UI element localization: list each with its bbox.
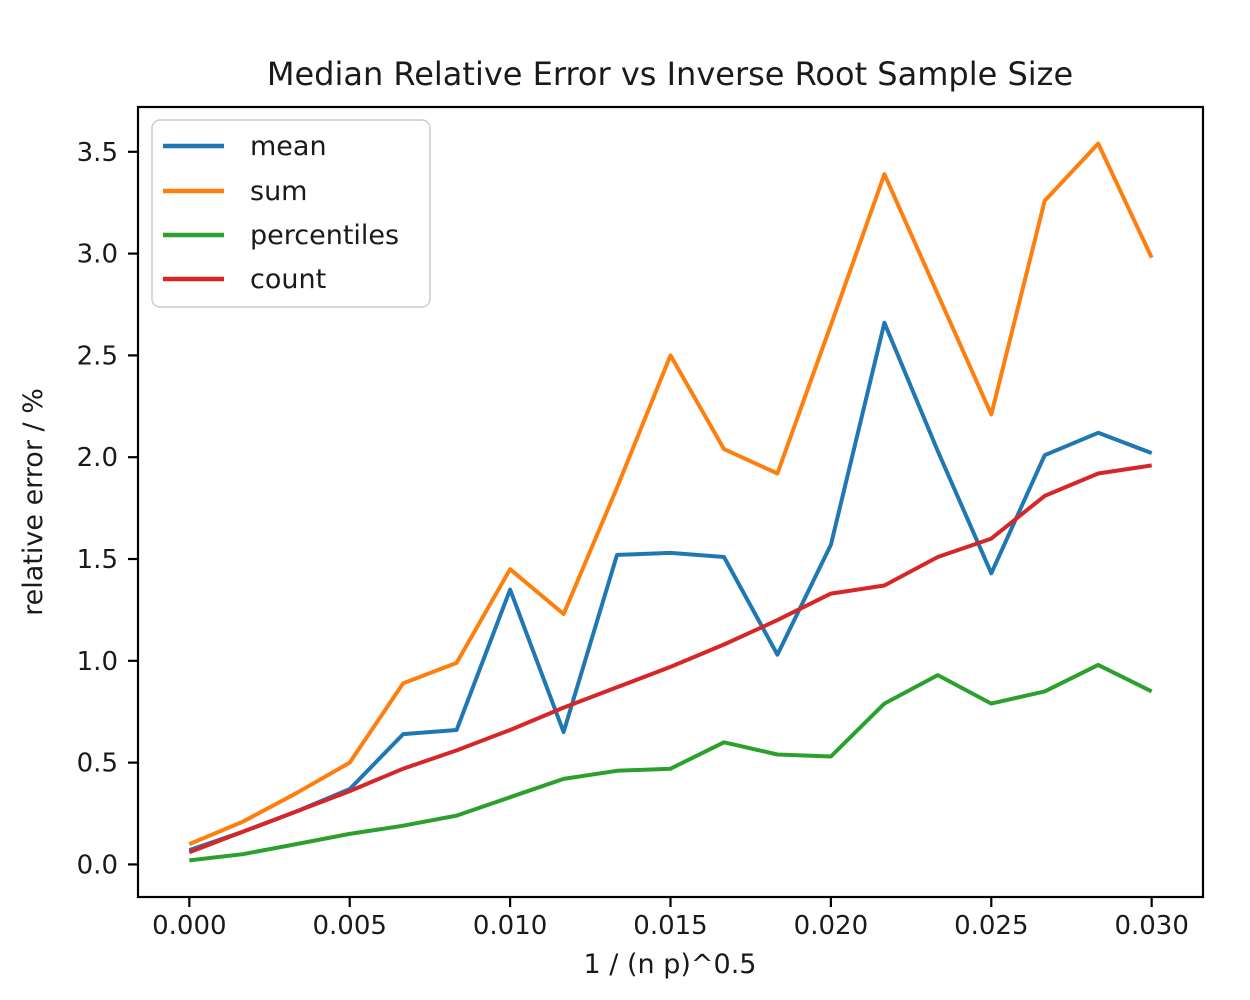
y-axis-label: relative error / %: [18, 388, 49, 616]
x-tick-label: 0.020: [794, 911, 868, 941]
x-tick-label: 0.030: [1114, 911, 1188, 941]
y-tick-label: 1.0: [77, 647, 118, 677]
y-tick-label: 1.5: [77, 545, 118, 575]
x-tick-label: 0.005: [312, 911, 386, 941]
y-tick-label: 3.5: [77, 138, 118, 168]
series-line-count: [188, 463, 1152, 855]
y-tick-label: 0.5: [77, 749, 118, 779]
legend-label-sum: sum: [250, 176, 307, 207]
y-tick-label: 3.0: [77, 240, 118, 270]
series-line-percentiles: [189, 662, 1153, 863]
chart-title: Median Relative Error vs Inverse Root Sa…: [267, 55, 1073, 93]
y-tick-label: 0.0: [77, 850, 118, 880]
x-tick-label: 0.010: [473, 911, 547, 941]
plot-dynamic-layer: 0.000 0.005 0.010 0.015 0.020 0.025 0.030 0.0 0.…: [77, 105, 1205, 941]
legend-label-count: count: [250, 264, 326, 295]
legend-label-percentiles: percentiles: [250, 220, 399, 251]
x-tick-label: 0.000: [152, 911, 226, 941]
legend-box: [151, 119, 431, 308]
x-tick-label: 0.015: [633, 911, 707, 941]
y-tick-label: 2.0: [77, 443, 118, 473]
legend-label-mean: mean: [250, 131, 327, 162]
series-line-sum: [188, 141, 1154, 846]
y-tick-label: 2.5: [77, 341, 118, 371]
x-tick-label: 0.025: [954, 911, 1028, 941]
x-axis-label: 1 / (n p)^0.5: [584, 949, 757, 980]
